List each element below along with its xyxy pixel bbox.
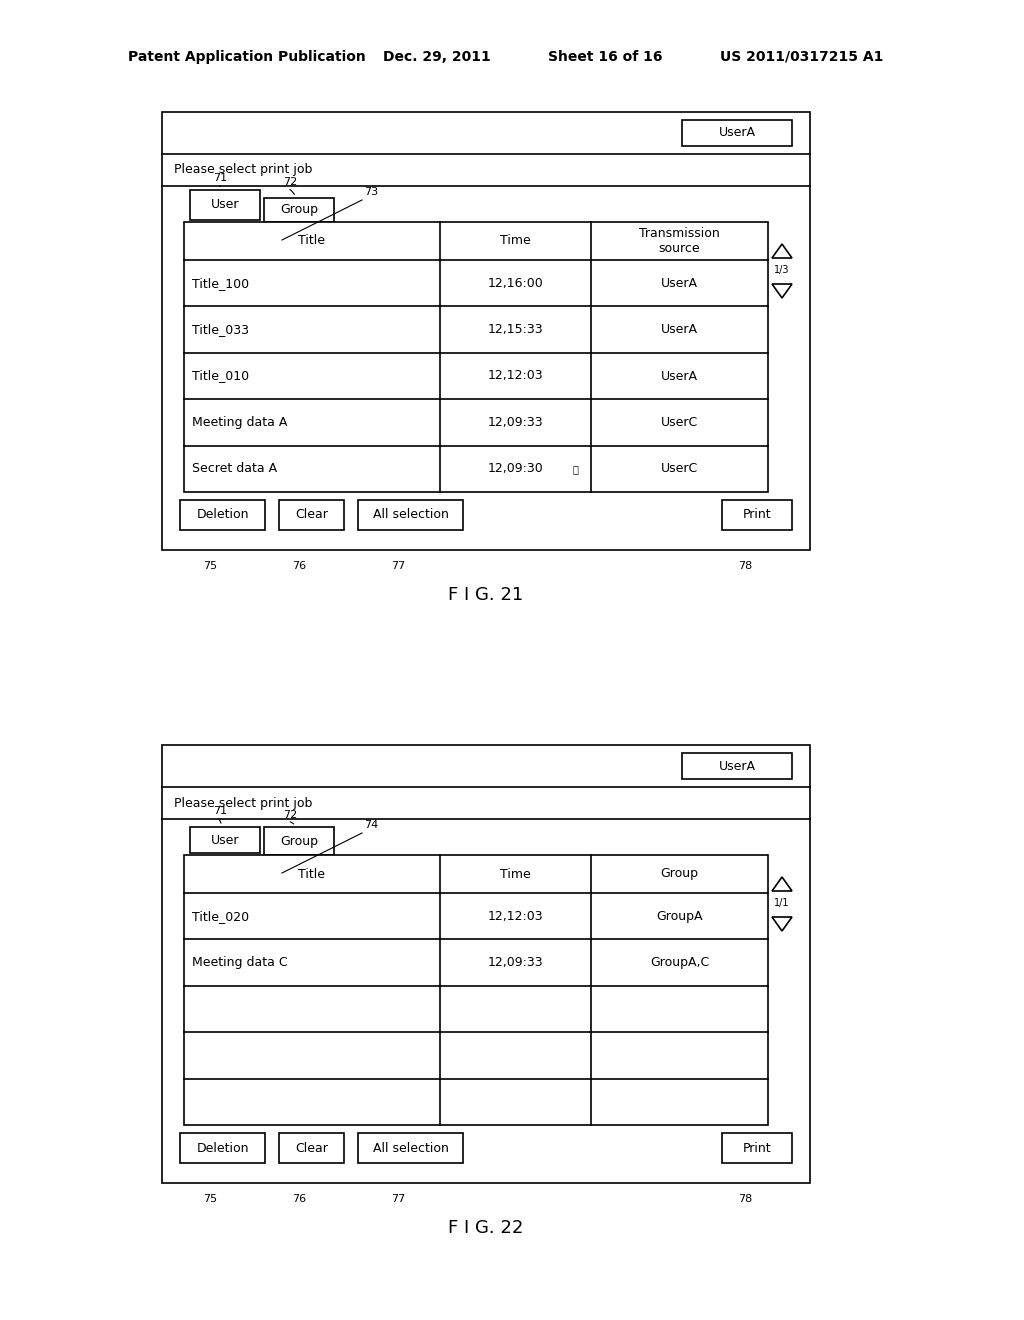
Bar — [162, 744, 810, 1183]
Text: Secret data A: Secret data A — [193, 462, 278, 475]
Text: F I G. 22: F I G. 22 — [449, 1218, 523, 1237]
Text: User: User — [211, 198, 240, 211]
Text: 72: 72 — [284, 810, 298, 820]
Text: Title: Title — [299, 235, 326, 248]
Text: ⚿: ⚿ — [572, 463, 578, 474]
Text: 72: 72 — [284, 177, 298, 187]
Text: Patent Application Publication: Patent Application Publication — [128, 50, 366, 63]
Text: User: User — [211, 833, 240, 846]
Text: Clear: Clear — [295, 508, 328, 521]
Text: Title_010: Title_010 — [193, 370, 249, 383]
Text: Deletion: Deletion — [197, 1142, 249, 1155]
Bar — [358, 500, 463, 531]
Text: Group: Group — [280, 834, 318, 847]
Text: 71: 71 — [213, 807, 227, 816]
Text: Please select print job: Please select print job — [174, 796, 312, 809]
Bar — [190, 828, 260, 853]
Bar — [279, 500, 344, 531]
Text: Time: Time — [500, 235, 530, 248]
Text: 78: 78 — [738, 1195, 752, 1204]
Text: Print: Print — [742, 1142, 771, 1155]
Text: Title: Title — [299, 867, 326, 880]
Text: Title_020: Title_020 — [193, 909, 249, 923]
Text: Sheet 16 of 16: Sheet 16 of 16 — [548, 50, 663, 63]
Bar — [264, 198, 334, 222]
Text: 71: 71 — [213, 173, 227, 183]
Text: Group: Group — [280, 203, 318, 216]
Bar — [264, 828, 334, 855]
Text: UserA: UserA — [662, 323, 698, 337]
Text: 76: 76 — [293, 561, 306, 572]
Text: 12,09:33: 12,09:33 — [487, 956, 544, 969]
Text: 74: 74 — [364, 820, 378, 830]
Bar — [722, 1133, 792, 1163]
Text: 12,09:30: 12,09:30 — [487, 462, 544, 475]
Text: Title_033: Title_033 — [193, 323, 249, 337]
Text: UserA: UserA — [719, 127, 756, 140]
Text: F I G. 21: F I G. 21 — [449, 586, 523, 605]
Bar — [180, 1133, 265, 1163]
Text: Title_100: Title_100 — [193, 277, 249, 289]
Bar — [184, 222, 768, 492]
Text: Dec. 29, 2011: Dec. 29, 2011 — [383, 50, 490, 63]
Bar — [180, 500, 265, 531]
Text: 77: 77 — [391, 561, 406, 572]
Text: Transmission
source: Transmission source — [639, 227, 720, 255]
Text: UserC: UserC — [660, 416, 698, 429]
Text: UserA: UserA — [719, 759, 756, 772]
Text: Group: Group — [660, 867, 698, 880]
Bar — [184, 855, 768, 1125]
Text: 12,15:33: 12,15:33 — [487, 323, 544, 337]
Text: 12,12:03: 12,12:03 — [487, 370, 544, 383]
Text: 12,16:00: 12,16:00 — [487, 277, 544, 289]
Text: Clear: Clear — [295, 1142, 328, 1155]
Text: All selection: All selection — [373, 1142, 449, 1155]
Text: Deletion: Deletion — [197, 508, 249, 521]
Text: Meeting data A: Meeting data A — [193, 416, 288, 429]
Text: 1/3: 1/3 — [774, 265, 790, 275]
Text: GroupA: GroupA — [656, 909, 702, 923]
Text: Time: Time — [500, 867, 530, 880]
Text: UserA: UserA — [662, 370, 698, 383]
Text: Meeting data C: Meeting data C — [193, 956, 288, 969]
Text: Please select print job: Please select print job — [174, 164, 312, 177]
Text: 12,12:03: 12,12:03 — [487, 909, 544, 923]
Text: 78: 78 — [738, 561, 752, 572]
Bar — [358, 1133, 463, 1163]
Text: UserC: UserC — [660, 462, 698, 475]
Bar — [682, 120, 792, 147]
Text: US 2011/0317215 A1: US 2011/0317215 A1 — [720, 50, 884, 63]
Bar — [722, 500, 792, 531]
Text: UserA: UserA — [662, 277, 698, 289]
Text: 75: 75 — [204, 561, 217, 572]
Text: 75: 75 — [204, 1195, 217, 1204]
Text: GroupA,C: GroupA,C — [650, 956, 710, 969]
Bar — [682, 752, 792, 779]
Text: 12,09:33: 12,09:33 — [487, 416, 544, 429]
Text: All selection: All selection — [373, 508, 449, 521]
Bar — [279, 1133, 344, 1163]
Bar — [162, 112, 810, 550]
Text: 73: 73 — [364, 187, 378, 197]
Text: Print: Print — [742, 508, 771, 521]
Text: 76: 76 — [293, 1195, 306, 1204]
Text: 77: 77 — [391, 1195, 406, 1204]
Bar — [190, 190, 260, 220]
Text: 1/1: 1/1 — [774, 898, 790, 908]
